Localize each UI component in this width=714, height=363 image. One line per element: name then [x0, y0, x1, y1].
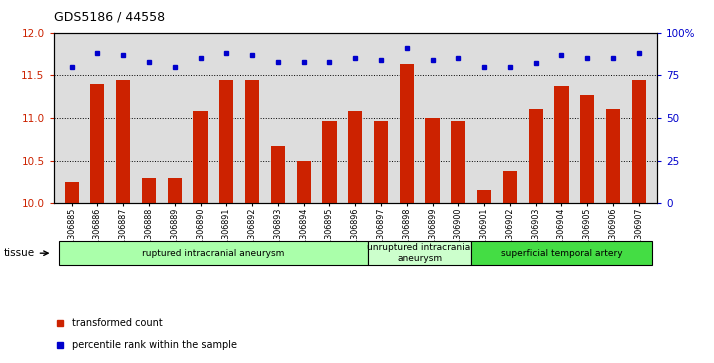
Bar [426, 118, 440, 203]
Text: GDS5186 / 44558: GDS5186 / 44558 [54, 11, 165, 24]
Bar [374, 121, 388, 203]
Bar [368, 241, 471, 265]
Bar [451, 121, 466, 203]
Bar [219, 79, 233, 203]
Bar [322, 121, 336, 203]
Bar [271, 146, 285, 203]
Bar [64, 182, 79, 203]
Bar [632, 79, 646, 203]
Bar [528, 110, 543, 203]
Bar [296, 160, 311, 203]
Bar [245, 79, 259, 203]
Text: unruptured intracranial
aneurysm: unruptured intracranial aneurysm [367, 244, 473, 263]
Bar [142, 178, 156, 203]
Bar [90, 84, 104, 203]
Text: ruptured intracranial aneurysm: ruptured intracranial aneurysm [142, 249, 285, 258]
Bar [471, 241, 652, 265]
Bar [554, 86, 568, 203]
Text: superficial temporal artery: superficial temporal artery [501, 249, 623, 258]
Bar [400, 64, 414, 203]
Text: percentile rank within the sample: percentile rank within the sample [71, 340, 236, 350]
Bar [168, 178, 182, 203]
Text: tissue: tissue [4, 248, 35, 258]
Bar [477, 191, 491, 203]
Bar [503, 171, 517, 203]
Bar [193, 111, 208, 203]
Bar [116, 79, 130, 203]
Bar [580, 95, 594, 203]
Bar [606, 110, 620, 203]
Bar [59, 241, 368, 265]
Bar [348, 111, 362, 203]
Text: transformed count: transformed count [71, 318, 162, 328]
